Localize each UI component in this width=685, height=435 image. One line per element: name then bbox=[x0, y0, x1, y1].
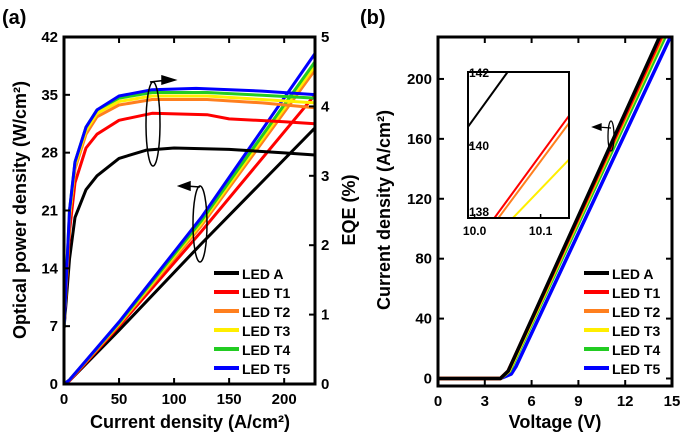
b-legend-label: LED T3 bbox=[612, 323, 660, 339]
a-xtick-label: 100 bbox=[162, 391, 187, 408]
b-xtick-label: 0 bbox=[434, 393, 442, 410]
inset-xtick-label: 10.1 bbox=[529, 224, 553, 238]
a-legend-label: LED T1 bbox=[242, 285, 290, 301]
a-y2tick-label: 0 bbox=[321, 376, 329, 393]
a-y2label: EQE (%) bbox=[339, 174, 359, 245]
a-ytick-label: 7 bbox=[50, 318, 58, 335]
a-xlabel: Current density (A/cm²) bbox=[90, 412, 290, 432]
b-legend-label: LED T2 bbox=[612, 304, 660, 320]
b-ylabel: Current density (A/cm²) bbox=[374, 110, 394, 310]
b-legend-label: LED T5 bbox=[612, 361, 660, 377]
a-legend-label: LED T2 bbox=[242, 304, 290, 320]
a-y2tick-label: 3 bbox=[321, 168, 329, 185]
inset-ytick-label: 142 bbox=[469, 66, 489, 80]
b-legend-label: LED A bbox=[612, 266, 653, 282]
panel-a-label: (a) bbox=[2, 7, 26, 29]
b-legend-label: LED T4 bbox=[612, 342, 660, 358]
a-ytick-label: 28 bbox=[41, 145, 58, 162]
a-xtick-label: 200 bbox=[272, 391, 297, 408]
iv-line-led-a bbox=[438, 37, 662, 381]
a-y2tick-label: 4 bbox=[321, 98, 330, 115]
arrow-left-icon bbox=[176, 180, 201, 192]
b-ytick-label: 80 bbox=[415, 251, 432, 268]
a-y2tick-label: 5 bbox=[321, 29, 329, 46]
a-ytick-label: 14 bbox=[41, 260, 58, 277]
iv-axis-ellipse bbox=[607, 120, 615, 152]
power-line-led-t5 bbox=[64, 52, 315, 384]
b-xlabel: Voltage (V) bbox=[509, 412, 602, 432]
inset-line-led-a bbox=[468, 72, 509, 128]
b-legend-label: LED T1 bbox=[612, 285, 660, 301]
a-y2tick-label: 1 bbox=[321, 307, 329, 324]
a-xtick-label: 0 bbox=[60, 391, 68, 408]
inset-line-led-t2 bbox=[497, 122, 569, 218]
a-legend-label: LED T5 bbox=[242, 361, 290, 377]
eqe-line-led-a bbox=[64, 146, 315, 329]
arrow-right-icon bbox=[149, 74, 178, 86]
a-legend-label: LED A bbox=[242, 266, 283, 282]
b-ytick-label: 0 bbox=[424, 371, 432, 388]
a-ytick-label: 35 bbox=[41, 87, 58, 104]
a-xtick-label: 150 bbox=[217, 391, 242, 408]
b-xtick-label: 9 bbox=[574, 393, 582, 410]
panel-b-label: (b) bbox=[360, 7, 386, 29]
a-legend-label: LED T3 bbox=[242, 323, 290, 339]
inset-xtick-label: 10.0 bbox=[463, 224, 487, 238]
inset-ytick-label: 138 bbox=[469, 205, 489, 219]
a-ytick-label: 21 bbox=[41, 203, 58, 220]
power-axis-ellipse bbox=[192, 185, 208, 263]
inset-ytick-label: 140 bbox=[469, 139, 489, 153]
a-ytick-label: 0 bbox=[50, 376, 58, 393]
b-plot-frame bbox=[436, 35, 674, 388]
a-y2tick-label: 2 bbox=[321, 237, 329, 254]
eqe-line-led-t5 bbox=[64, 86, 315, 329]
b-ytick-label: 200 bbox=[407, 71, 432, 88]
eqe-line-led-t1 bbox=[64, 111, 315, 329]
b-xtick-label: 6 bbox=[527, 393, 535, 410]
inset-line-led-t3 bbox=[512, 158, 569, 218]
b-ytick-label: 120 bbox=[407, 191, 432, 208]
b-ytick-label: 160 bbox=[407, 131, 432, 148]
a-ytick-label: 42 bbox=[41, 29, 58, 46]
b-xtick-label: 15 bbox=[664, 393, 681, 410]
b-ytick-label: 40 bbox=[415, 311, 432, 328]
a-xtick-label: 50 bbox=[111, 391, 128, 408]
b-xtick-label: 3 bbox=[481, 393, 489, 410]
arrow-left-icon bbox=[591, 123, 612, 131]
a-ylabel: Optical power density (W/cm²) bbox=[10, 81, 30, 339]
a-legend-label: LED T4 bbox=[242, 342, 290, 358]
inset-line-led-t1 bbox=[493, 115, 569, 218]
b-xtick-label: 12 bbox=[617, 393, 634, 410]
